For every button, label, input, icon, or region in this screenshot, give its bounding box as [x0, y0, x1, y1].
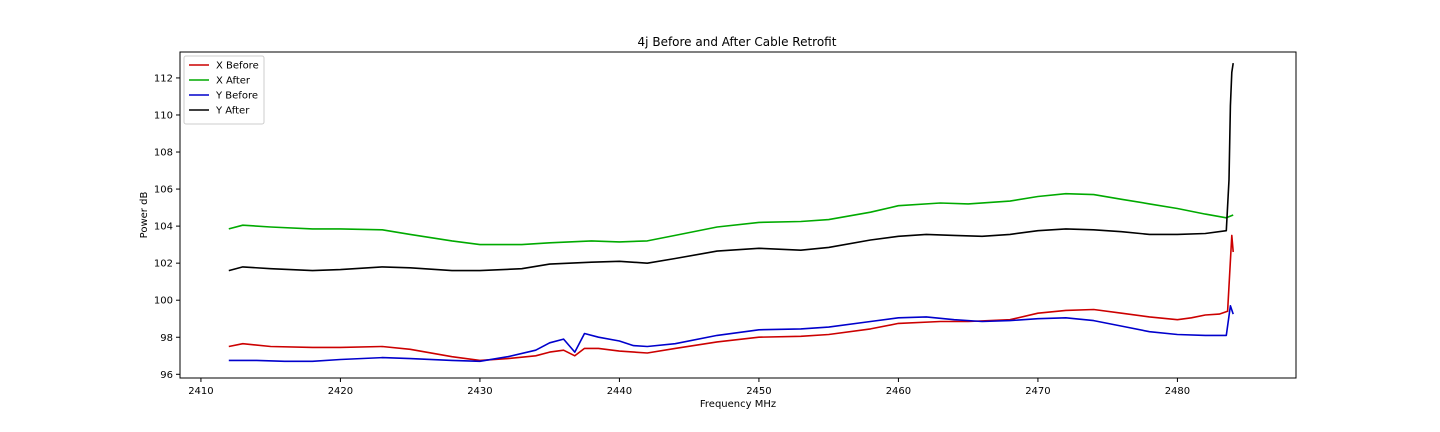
y-axis-label: Power dB	[139, 192, 150, 239]
x-tick-label: 2460	[886, 386, 911, 397]
x-tick-label: 2440	[607, 386, 632, 397]
legend-entry: X After	[216, 76, 251, 87]
y-tick-label: 96	[160, 370, 173, 381]
series-line-y-before	[228, 304, 1234, 363]
x-tick-label: 2480	[1165, 386, 1190, 397]
x-axis-label: Frequency MHz	[700, 399, 776, 410]
y-tick-label: 106	[154, 185, 173, 196]
x-tick-label: 2470	[1025, 386, 1050, 397]
x-tick-label: 2450	[746, 386, 771, 397]
y-tick-label: 112	[154, 73, 173, 84]
y-tick-label: 102	[154, 259, 173, 270]
y-tick-label: 98	[160, 333, 173, 344]
series-line-x-before	[228, 234, 1234, 362]
y-axis: 96 98 100 102 104 106 108 110 112	[154, 73, 180, 381]
legend-entry: Y After	[215, 106, 250, 117]
legend-entry: X Before	[216, 61, 259, 72]
y-tick-label: 100	[154, 296, 173, 307]
x-tick-label: 2410	[188, 386, 213, 397]
legend: X Before X After Y Before Y After	[183, 55, 265, 125]
plot-frame	[179, 51, 1297, 379]
x-tick-label: 2430	[467, 386, 492, 397]
series-line-y-after	[228, 62, 1234, 272]
series-layer	[228, 62, 1234, 363]
legend-entry: Y Before	[215, 91, 258, 102]
chart-title: 4j Before and After Cable Retrofit	[638, 35, 837, 49]
y-tick-label: 104	[154, 222, 173, 233]
series-line-x-after	[228, 192, 1234, 246]
x-axis: 2410 2420 2430 2440 2450 2460 2470 2480	[188, 378, 1190, 397]
legend-box	[183, 55, 265, 125]
x-tick-label: 2420	[328, 386, 353, 397]
y-tick-label: 110	[154, 110, 173, 121]
y-tick-label: 108	[154, 148, 173, 159]
